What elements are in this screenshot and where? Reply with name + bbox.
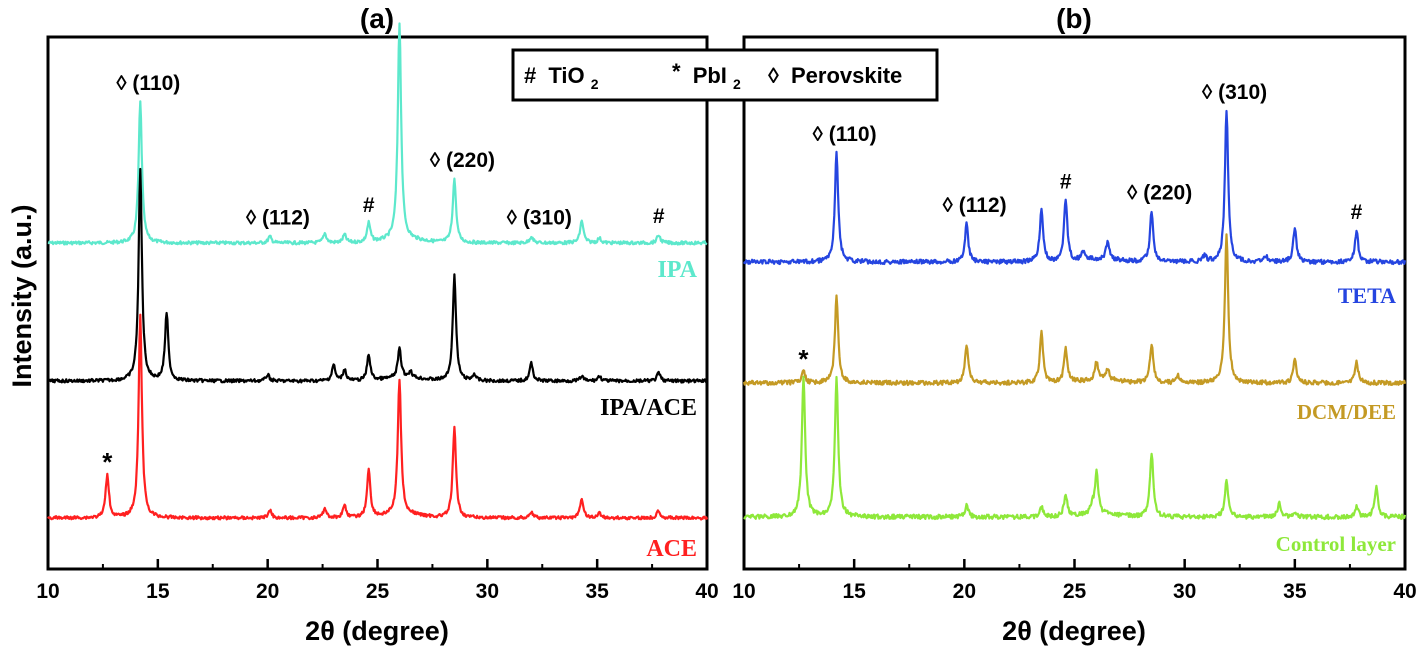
x-tick-label: 25 (1063, 580, 1087, 603)
series-label-ipa-ace: IPA/ACE (600, 395, 697, 421)
panel-a: (a) IPA IPA/ACE ACE ◊ (110) ◊ (112) # ◊ (220)… (36, 3, 718, 646)
legend-item-perovskite: ◊ Perovskite (768, 63, 902, 88)
panel-a-title: (a) (360, 3, 394, 34)
series-line-ipa-ace (46, 167, 708, 384)
legend-symbol-star: * (672, 59, 681, 84)
peak-annotation: ◊ (112) (942, 194, 1006, 217)
series-label-teta: TETA (1338, 283, 1396, 308)
panel-b-frame (742, 35, 1407, 571)
panel-a-series (46, 22, 709, 521)
x-tick-label: 10 (36, 580, 59, 603)
legend: # TiO 2 * PbI 2 ◊ Perovskite (511, 48, 939, 102)
peak-annotation: ◊ (310) (507, 207, 572, 230)
y-axis-label: Intensity (a.u.) (7, 204, 37, 387)
x-tick-label: 35 (1283, 580, 1307, 603)
series-label-dcm-dee: DCM/DEE (1297, 400, 1396, 424)
panel-b-x-axis-label: 2θ (degree) (1002, 616, 1146, 646)
panel-a-peak-annotations: ◊ (110) ◊ (112) # ◊ (220) ◊ (310) # * (102, 72, 665, 477)
series-label-ipa: IPA (657, 257, 697, 283)
panel-a-series-labels: IPA IPA/ACE ACE (600, 257, 698, 562)
panel-b-series (742, 109, 1407, 521)
legend-item-tio2: # TiO 2 (524, 63, 599, 92)
peak-annotation: # (653, 205, 665, 228)
panel-a-frame (46, 35, 709, 571)
legend-box (511, 48, 939, 102)
legend-symbol-hash: # (524, 63, 536, 88)
peak-annotation: # (1351, 201, 1363, 224)
x-tick-label: 15 (842, 580, 866, 603)
x-tick-label: 10 (732, 580, 755, 603)
x-tick-label: 35 (585, 580, 609, 603)
peak-annotation: * (102, 447, 113, 477)
panel-a-x-axis-label: 2θ (degree) (305, 616, 449, 646)
x-tick-label: 20 (953, 580, 976, 603)
x-tick-label: 20 (256, 580, 279, 603)
peak-annotation: ◊ (220) (1127, 182, 1192, 205)
x-tick-label: 25 (366, 580, 390, 603)
series-line-ace (47, 313, 709, 521)
series-line-control-layer (743, 375, 1407, 521)
series-label-control-layer: Control layer (1276, 532, 1396, 556)
panel-b-peak-annotations: ◊ (110) ◊ (112) # ◊ (220) ◊ (310) # * (798, 81, 1362, 374)
legend-item-pbi2: * PbI 2 (672, 59, 741, 92)
x-tick-label: 40 (695, 580, 718, 603)
legend-symbol-diamond: ◊ (768, 63, 779, 88)
peak-annotation: ◊ (220) (430, 149, 495, 172)
peak-annotation: ◊ (110) (813, 123, 877, 146)
series-line-teta (743, 109, 1407, 266)
panel-a-x-ticks: 10 15 20 25 30 35 40 (36, 559, 719, 603)
peak-annotation: ◊ (112) (246, 207, 310, 230)
peak-annotation: * (798, 344, 809, 374)
panel-b-x-ticks: 10 15 20 25 30 35 40 (732, 559, 1417, 603)
peak-annotation: ◊ (110) (116, 72, 180, 95)
peak-annotation: # (1060, 170, 1072, 193)
x-tick-label: 15 (146, 580, 170, 603)
series-line-ipa (47, 22, 708, 246)
series-label-ace: ACE (646, 536, 697, 562)
series-line-dcm-dee (742, 233, 1407, 387)
peak-annotation: # (363, 194, 375, 217)
peak-annotation: ◊ (310) (1202, 81, 1267, 104)
x-tick-label: 30 (476, 580, 499, 603)
x-tick-label: 30 (1173, 580, 1196, 603)
x-tick-label: 40 (1393, 580, 1416, 603)
panel-b-title: (b) (1056, 3, 1092, 34)
panel-b-series-labels: TETA DCM/DEE Control layer (1276, 283, 1396, 556)
